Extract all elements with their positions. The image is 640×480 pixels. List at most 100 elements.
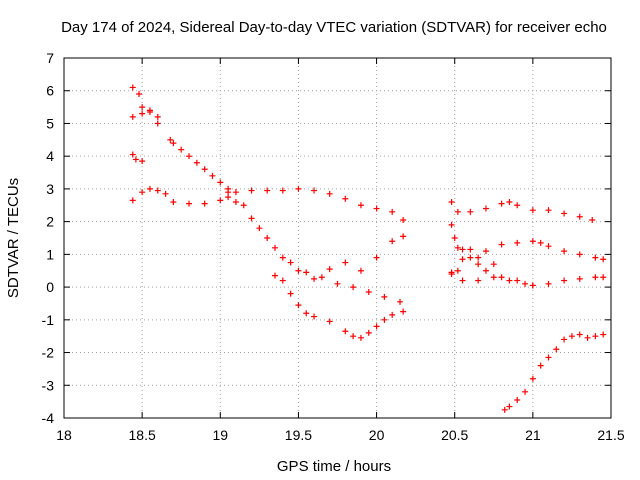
- data-point: [459, 246, 466, 253]
- plot-frame: [63, 57, 612, 419]
- data-point: [139, 158, 146, 165]
- y-tick-label: 6: [46, 83, 54, 99]
- x-tick-label: 18.5: [129, 427, 156, 443]
- data-point: [490, 274, 497, 281]
- data-point: [389, 238, 396, 245]
- data-point: [295, 267, 302, 274]
- x-tick-label: 19.5: [285, 427, 312, 443]
- data-point: [178, 146, 185, 153]
- series-track-i: [448, 269, 536, 289]
- x-tick-label: 18: [56, 427, 72, 443]
- data-point: [561, 210, 568, 217]
- data-point: [154, 120, 161, 127]
- data-point: [342, 328, 349, 335]
- data-point: [303, 269, 310, 276]
- series-track-f: [448, 199, 596, 223]
- data-point: [514, 239, 521, 246]
- x-tick-label: 19: [212, 427, 228, 443]
- series-track-a: [129, 84, 404, 305]
- data-point: [357, 267, 364, 274]
- y-axis-ticks: -4 -3 -2 -1 0 1 2 3 4 5 6 7: [42, 50, 611, 426]
- data-point: [318, 274, 325, 281]
- data-point: [279, 277, 286, 284]
- data-point: [225, 194, 232, 201]
- data-point: [475, 277, 482, 284]
- y-axis-label: SDTVAR / TECUs: [5, 178, 22, 298]
- data-point: [136, 91, 143, 97]
- x-axis-ticks: 18 18.5 19 19.5 20 20.5 21 21.5: [56, 58, 625, 443]
- data-point: [295, 185, 302, 192]
- data-point: [373, 323, 380, 330]
- data-point: [475, 254, 482, 261]
- data-point: [537, 239, 544, 246]
- data-point: [482, 248, 489, 255]
- data-point: [545, 280, 552, 287]
- data-point: [514, 277, 521, 284]
- data-point: [186, 200, 193, 207]
- data-point: [459, 256, 466, 263]
- data-point: [545, 354, 552, 361]
- data-point: [311, 313, 318, 320]
- data-point: [545, 207, 552, 214]
- data-point: [139, 104, 146, 111]
- data-point: [154, 113, 161, 120]
- data-point: [467, 254, 474, 261]
- x-tick-label: 21: [525, 427, 541, 443]
- data-point: [448, 221, 455, 228]
- data-point: [357, 334, 364, 341]
- y-tick-label: -2: [42, 345, 55, 361]
- data-point: [365, 329, 372, 336]
- data-point: [186, 153, 193, 160]
- data-point: [217, 197, 224, 204]
- data-point: [454, 244, 461, 251]
- data-point: [514, 397, 521, 403]
- data-point: [448, 269, 455, 276]
- data-point: [381, 316, 388, 323]
- y-tick-label: 0: [46, 279, 54, 295]
- data-point: [232, 189, 239, 196]
- data-point: [232, 199, 239, 205]
- series-track-d: [129, 151, 146, 165]
- data-point: [498, 274, 505, 281]
- series-track-b: [129, 107, 407, 282]
- data-point: [146, 185, 153, 192]
- data-point: [326, 190, 333, 197]
- y-tick-label: 7: [46, 50, 54, 66]
- data-point: [506, 199, 513, 205]
- chart-title: Day 174 of 2024, Sidereal Day-to-day VTE…: [61, 19, 607, 36]
- data-point: [600, 274, 607, 281]
- data-point: [132, 156, 139, 163]
- data-point: [154, 187, 161, 194]
- data-point: [129, 197, 136, 204]
- data-point: [240, 202, 247, 209]
- data-point: [217, 179, 224, 186]
- data-point: [537, 362, 544, 369]
- data-point: [467, 246, 474, 253]
- data-point: [400, 308, 407, 315]
- data-point: [451, 235, 458, 241]
- data-point: [400, 233, 407, 240]
- data-point: [448, 199, 455, 205]
- data-point: [490, 261, 497, 268]
- data-point: [498, 200, 505, 207]
- data-point: [129, 151, 136, 158]
- y-tick-label: 1: [46, 246, 54, 262]
- data-point: [600, 331, 607, 338]
- data-point: [373, 205, 380, 212]
- data-point: [279, 187, 286, 194]
- data-point: [400, 217, 407, 223]
- data-point: [271, 272, 278, 279]
- data-point: [561, 277, 568, 284]
- y-tick-label: -3: [42, 377, 55, 393]
- data-point: [529, 207, 536, 214]
- data-point: [287, 290, 294, 297]
- data-point: [279, 254, 286, 261]
- y-tick-label: 2: [46, 214, 54, 230]
- data-points: [129, 84, 607, 413]
- data-point: [592, 274, 599, 281]
- data-point: [545, 243, 552, 250]
- data-point: [365, 289, 372, 295]
- data-point: [264, 235, 271, 241]
- data-point: [311, 275, 318, 282]
